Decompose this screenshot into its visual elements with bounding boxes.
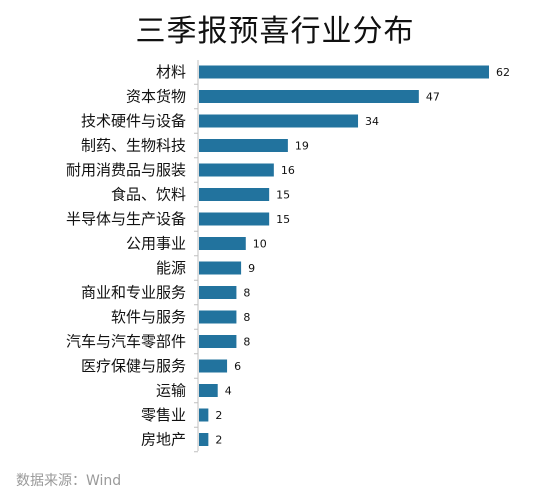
value-label: 2 — [215, 434, 222, 447]
source-note: 数据来源：Wind — [16, 473, 122, 489]
value-label: 15 — [276, 189, 290, 202]
category-label: 能源 — [156, 259, 186, 277]
bar — [199, 261, 242, 275]
bar — [199, 188, 270, 201]
bar — [199, 212, 270, 226]
category-label: 资本货物 — [126, 88, 186, 106]
category-label: 材料 — [156, 63, 186, 81]
bar — [199, 237, 246, 250]
value-label: 16 — [281, 164, 295, 177]
category-label: 商业和专业服务 — [81, 284, 186, 302]
bar — [199, 335, 237, 348]
category-label: 技术硬件与设备 — [81, 112, 186, 130]
value-label: 8 — [243, 336, 250, 349]
value-label: 9 — [248, 262, 255, 275]
bar — [199, 408, 209, 422]
value-label: 15 — [276, 213, 290, 226]
value-label: 6 — [234, 360, 241, 373]
category-label: 半导体与生产设备 — [66, 210, 186, 228]
bar — [199, 65, 489, 79]
bar — [199, 310, 237, 324]
bar — [199, 286, 237, 299]
value-label: 2 — [215, 409, 222, 422]
category-label: 运输 — [156, 382, 186, 400]
value-label: 34 — [365, 115, 379, 128]
category-label: 食品、饮料 — [111, 186, 186, 204]
category-label: 医疗保健与服务 — [81, 357, 186, 375]
bar — [199, 139, 288, 152]
value-label: 62 — [496, 66, 510, 79]
value-label: 8 — [243, 287, 250, 300]
category-label: 制药、生物科技 — [81, 137, 186, 155]
bar — [199, 433, 209, 446]
bar — [199, 384, 218, 397]
category-label: 汽车与汽车零部件 — [66, 333, 186, 351]
category-label: 软件与服务 — [111, 308, 186, 326]
chart-title: 三季报预喜行业分布 — [135, 14, 415, 49]
value-label: 8 — [243, 311, 250, 324]
bar — [199, 90, 419, 103]
bar — [199, 163, 274, 177]
category-label: 零售业 — [141, 406, 186, 424]
value-label: 47 — [426, 91, 440, 104]
category-label: 房地产 — [141, 431, 186, 449]
value-label: 4 — [225, 385, 232, 398]
value-label: 19 — [295, 140, 309, 153]
category-label: 耐用消费品与服装 — [66, 161, 186, 179]
category-label: 公用事业 — [126, 235, 186, 253]
bar — [199, 359, 228, 373]
value-label: 10 — [253, 238, 267, 251]
bar — [199, 114, 359, 128]
